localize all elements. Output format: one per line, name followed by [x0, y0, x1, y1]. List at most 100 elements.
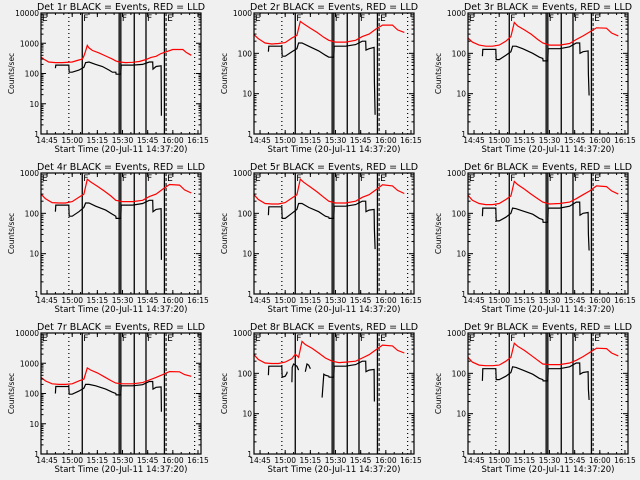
series-lld [254, 178, 405, 205]
y-tick-label: 10 [456, 90, 466, 99]
x-tick-label: 16:15 [187, 136, 209, 145]
state-label: F [296, 174, 301, 184]
plot-frame [253, 172, 415, 295]
y-tick-label: 10 [456, 250, 466, 259]
plot-frame [253, 332, 415, 455]
x-tick-label: 15:00 [274, 136, 296, 145]
state-label: F [574, 334, 579, 344]
y-tick-label: 100 [25, 209, 40, 218]
x-tick-label: 16:15 [614, 136, 636, 145]
y-tick-label: 10 [29, 100, 39, 109]
y-tick-label: 1000 [447, 9, 466, 18]
state-label: F [122, 174, 127, 184]
state-label: E [255, 14, 261, 24]
series-events-c [304, 363, 311, 372]
state-label: F [83, 334, 88, 344]
chart-panel: Det 2r BLACK = Events, RED = LLD Start Ti… [220, 2, 422, 155]
state-label: F [83, 14, 88, 24]
state-label: F [574, 14, 579, 24]
state-label: F [147, 174, 152, 184]
series-events [54, 199, 162, 260]
x-tick-label: 14:45 [463, 296, 485, 305]
x-tick-label: 15:00 [274, 296, 296, 305]
state-label: E [469, 334, 475, 344]
y-tick-label: 1 [461, 130, 466, 139]
chart-title: Det 1r BLACK = Events, RED = LLD [37, 2, 205, 13]
state-label: E [167, 14, 173, 24]
y-tick-label: 100 [238, 369, 253, 378]
chart-panel: Det 7r BLACK = Events, RED = LLD Start Ti… [7, 322, 209, 475]
state-label: F [83, 174, 88, 184]
y-tick-label: 10 [29, 420, 39, 429]
x-tick-label: 15:45 [350, 136, 372, 145]
series-events-b [291, 363, 300, 383]
state-label: F [335, 174, 340, 184]
state-label: E [380, 14, 386, 24]
chart-panel: Det 4r BLACK = Events, RED = LLD Start Ti… [7, 162, 209, 315]
state-label: F [147, 334, 152, 344]
series-lld [254, 340, 405, 365]
x-tick-label: 16:00 [375, 456, 397, 465]
chart-panel: Det 1r BLACK = Events, RED = LLD Start Ti… [7, 2, 209, 155]
y-tick-label: 10 [242, 250, 252, 259]
state-label: F [122, 334, 127, 344]
y-axis-label: Counts/sec [434, 213, 443, 254]
state-label: F [335, 334, 340, 344]
state-label: E [380, 174, 386, 184]
x-axis-label: Start Time (20-Jul-11 14:37:20) [268, 465, 401, 475]
y-axis-label: Counts/sec [7, 213, 16, 254]
x-tick-label: 15:45 [350, 296, 372, 305]
state-label: F [360, 334, 365, 344]
y-axis-label: Counts/sec [7, 373, 16, 414]
x-tick-label: 16:00 [375, 136, 397, 145]
state-label: E [255, 334, 261, 344]
x-tick-label: 14:45 [36, 136, 58, 145]
x-tick-label: 15:15 [300, 456, 322, 465]
x-tick-label: 15:45 [564, 456, 586, 465]
x-tick-label: 15:00 [274, 456, 296, 465]
x-tick-label: 15:45 [564, 296, 586, 305]
y-tick-label: 1 [247, 130, 252, 139]
y-tick-label: 1000 [233, 9, 252, 18]
chart-title: Det 7r BLACK = Events, RED = LLD [37, 322, 205, 333]
x-axis-label: Start Time (20-Jul-11 14:37:20) [55, 465, 188, 475]
chart-title: Det 6r BLACK = Events, RED = LLD [464, 162, 632, 173]
x-tick-label: 15:30 [325, 296, 347, 305]
state-label: E [42, 334, 48, 344]
chart-panel: Det 5r BLACK = Events, RED = LLD Start Ti… [220, 162, 422, 315]
x-tick-label: 15:30 [325, 456, 347, 465]
state-label: E [42, 14, 48, 24]
x-tick-label: 15:15 [300, 136, 322, 145]
x-axis-label: Start Time (20-Jul-11 14:37:20) [268, 305, 401, 315]
y-axis-label: Counts/sec [434, 53, 443, 94]
x-axis-label: Start Time (20-Jul-11 14:37:20) [482, 145, 615, 155]
series-lld [41, 44, 192, 64]
state-label: E [469, 174, 475, 184]
plot-frame [253, 12, 415, 135]
series-lld [254, 20, 405, 45]
x-tick-label: 15:30 [539, 296, 561, 305]
state-label: F [510, 14, 515, 24]
x-tick-label: 16:15 [400, 296, 422, 305]
y-tick-label: 1000 [233, 169, 252, 178]
x-tick-label: 15:30 [539, 456, 561, 465]
series-lld [468, 342, 619, 367]
x-tick-label: 16:00 [162, 296, 184, 305]
x-tick-label: 16:00 [162, 136, 184, 145]
x-tick-label: 14:45 [249, 456, 271, 465]
y-tick-label: 10000 [15, 9, 39, 18]
series-lld [468, 180, 619, 206]
x-tick-label: 15:30 [112, 456, 134, 465]
y-tick-label: 1 [247, 290, 252, 299]
y-tick-label: 100 [238, 49, 253, 58]
chart-title: Det 4r BLACK = Events, RED = LLD [37, 162, 205, 173]
plot-frame [467, 12, 629, 135]
x-tick-label: 14:45 [36, 456, 58, 465]
y-tick-label: 100 [25, 70, 40, 79]
y-tick-label: 100 [238, 209, 253, 218]
state-label: F [147, 14, 152, 24]
state-label: F [510, 334, 515, 344]
state-label: E [594, 14, 600, 24]
x-tick-label: 15:00 [61, 456, 83, 465]
state-label: F [122, 14, 127, 24]
